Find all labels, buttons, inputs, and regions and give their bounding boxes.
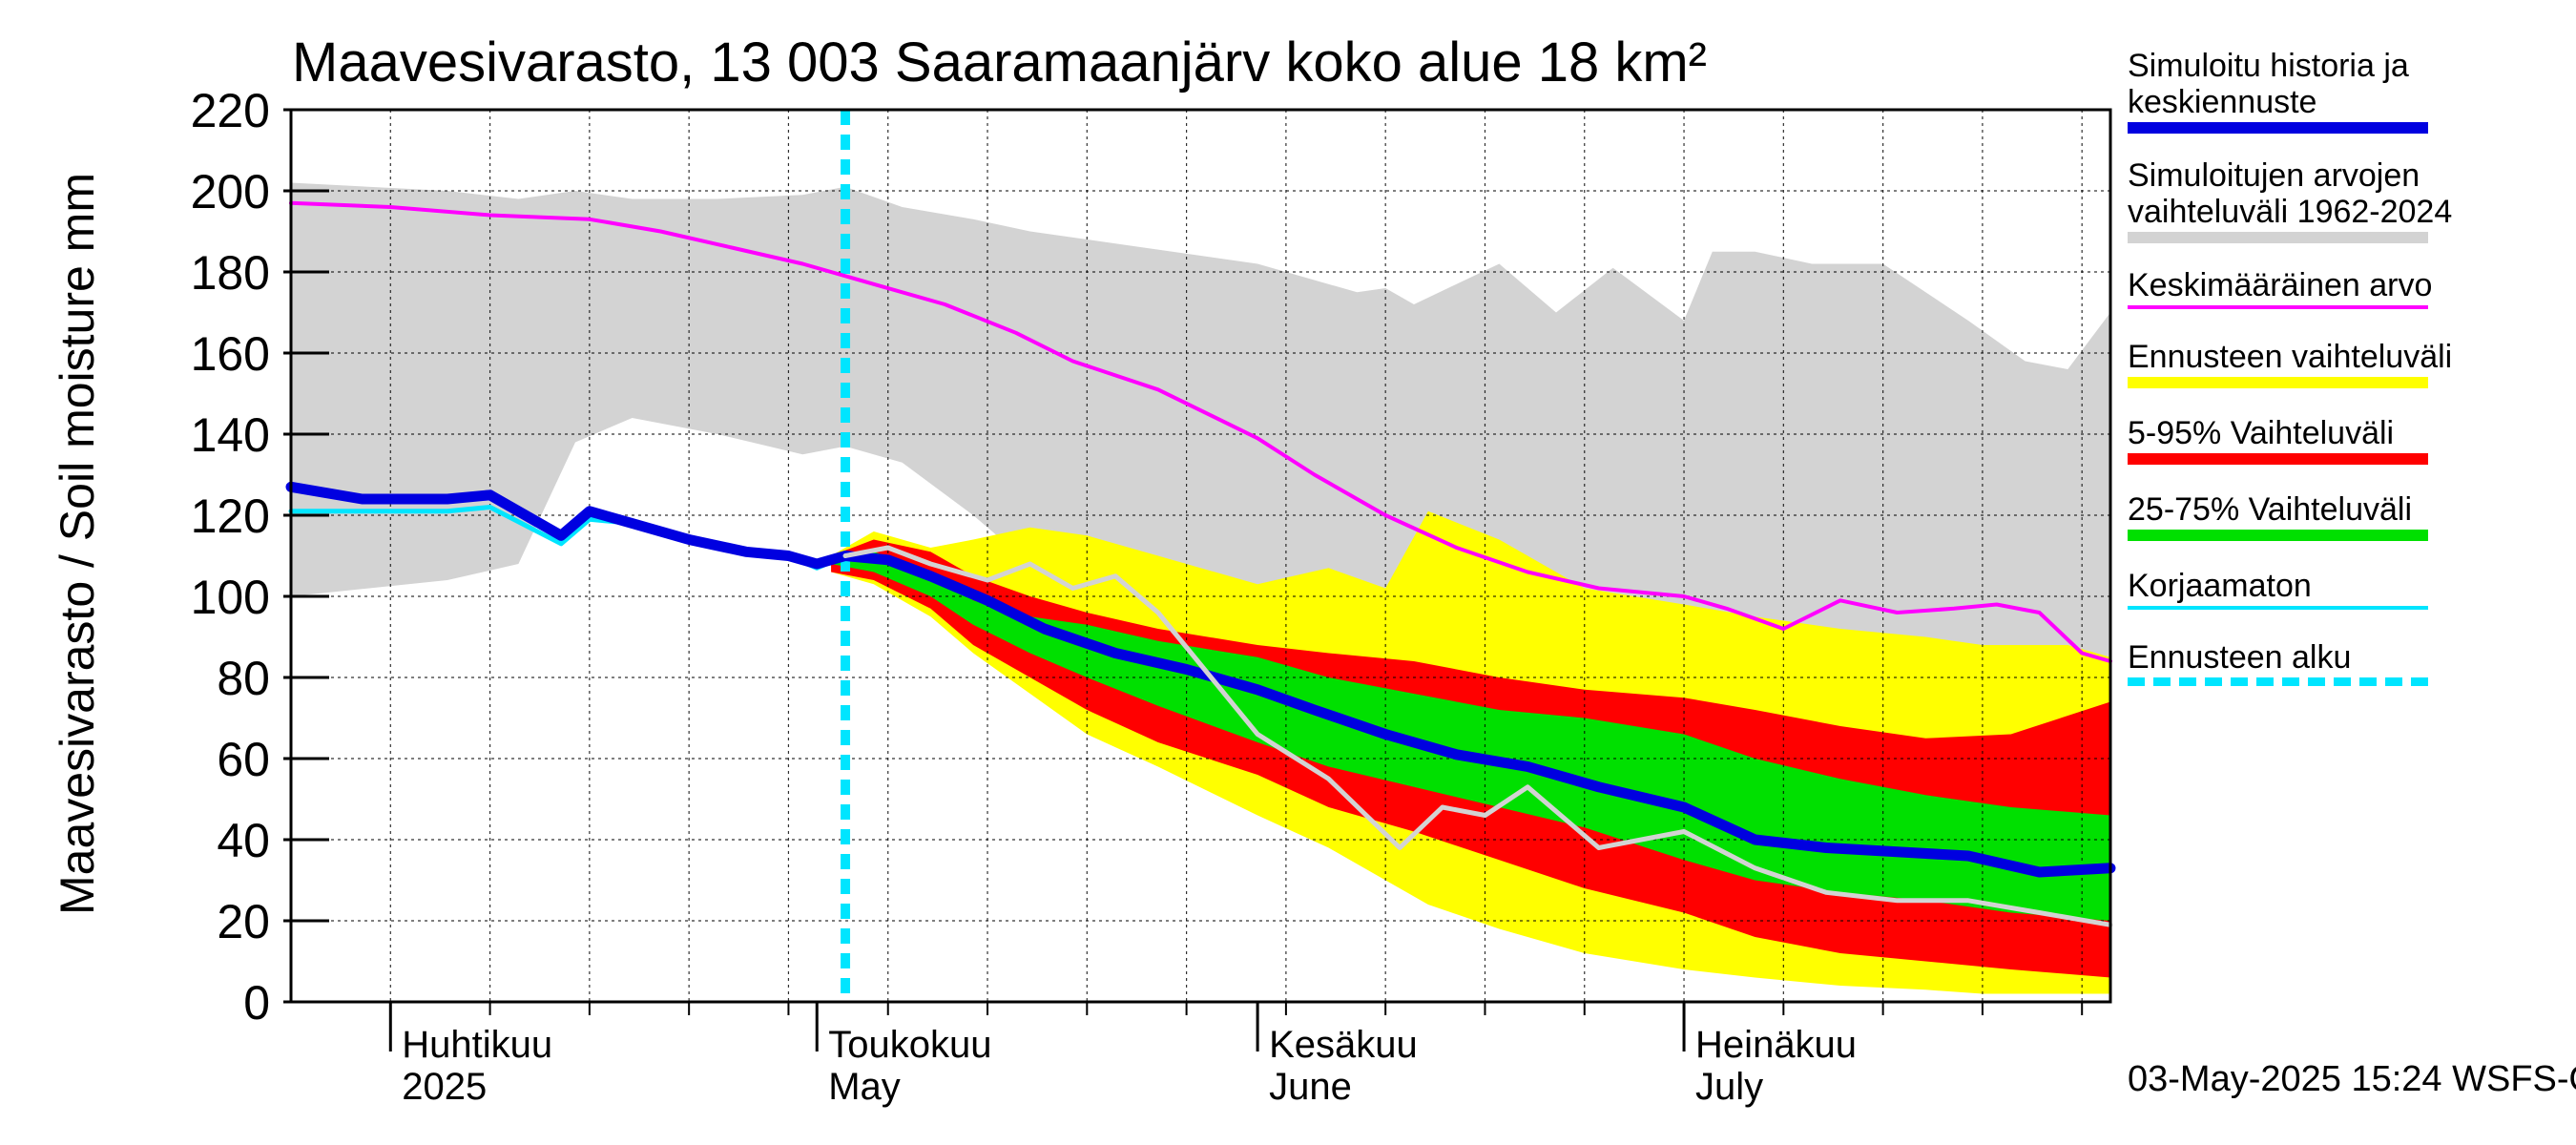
legend-label: Ennusteen vaihteluväli	[2128, 339, 2453, 375]
x-month-label: Huhtikuu	[402, 1024, 552, 1066]
legend-item: Korjaamaton	[2128, 568, 2428, 610]
y-tick-label: 100	[191, 571, 270, 624]
x-month-label: Heinäkuu	[1695, 1024, 1857, 1066]
y-tick-label: 160	[191, 327, 270, 381]
legend-label: Simuloitujen arvojen vaihteluväli 1962-2…	[2128, 157, 2453, 230]
legend-swatch	[2128, 530, 2428, 541]
legend-item: Ennusteen vaihteluväli	[2128, 339, 2452, 388]
x-month-label: Kesäkuu	[1269, 1024, 1418, 1066]
legend-label: Ennusteen alku	[2128, 639, 2352, 676]
legend-item: 25-75% Vaihteluväli	[2128, 491, 2428, 541]
legend-item: Simuloitu historia ja keskiennuste	[2128, 48, 2428, 134]
legend-swatch	[2128, 122, 2428, 134]
y-tick-label: 20	[217, 895, 270, 948]
chart-title: Maavesivarasto, 13 003 Saaramaanjärv kok…	[292, 31, 1707, 94]
y-tick-label: 120	[191, 489, 270, 543]
x-month-sublabel: 2025	[402, 1066, 487, 1108]
y-tick-label: 0	[243, 976, 270, 1030]
legend-item: Keskimääräinen arvo	[2128, 267, 2432, 309]
y-tick-label: 220	[191, 84, 270, 137]
y-tick-label: 60	[217, 733, 270, 786]
y-tick-label: 80	[217, 652, 270, 705]
x-month-sublabel: June	[1269, 1066, 1352, 1108]
legend-label: 25-75% Vaihteluväli	[2128, 491, 2412, 528]
legend-swatch	[2128, 677, 2428, 686]
x-month-sublabel: July	[1695, 1066, 1763, 1108]
x-month-sublabel: May	[828, 1066, 901, 1108]
legend-swatch	[2128, 232, 2428, 243]
y-tick-label: 40	[217, 814, 270, 867]
legend-item: 5-95% Vaihteluväli	[2128, 415, 2428, 465]
y-tick-label: 140	[191, 408, 270, 462]
legend-swatch	[2128, 453, 2428, 465]
legend-item: Simuloitujen arvojen vaihteluväli 1962-2…	[2128, 157, 2452, 243]
series-line-0	[289, 200, 2112, 663]
series-line-3	[842, 545, 2113, 927]
band-0	[291, 182, 2110, 690]
timestamp: 03-May-2025 15:24 WSFS-O	[2128, 1059, 2576, 1099]
y-tick-label: 180	[191, 246, 270, 300]
axes: 0 20 40 60 80 100 120 140 160 180 200 220 Huhtikuu20…	[191, 84, 2112, 1108]
legend-swatch	[2128, 305, 2428, 309]
plot-frame	[289, 108, 2112, 1004]
x-month-label: Toukokuu	[828, 1024, 991, 1066]
legend-label: 5-95% Vaihteluväli	[2128, 415, 2395, 451]
legend-swatch	[2128, 606, 2428, 610]
legend-swatch	[2128, 377, 2428, 388]
range-bands	[291, 182, 2110, 994]
legend-label: Keskimääräinen arvo	[2128, 267, 2433, 303]
legend-label: Korjaamaton	[2128, 568, 2312, 604]
legend-label: Simuloitu historia ja keskiennuste	[2128, 48, 2409, 120]
y-tick-label: 200	[191, 165, 270, 219]
band-3	[831, 552, 2110, 921]
legend-item: Ennusteen alku	[2128, 639, 2428, 686]
series-lines	[285, 110, 2116, 1002]
grid-lines	[291, 110, 2110, 1002]
series-line-2	[285, 481, 2116, 878]
